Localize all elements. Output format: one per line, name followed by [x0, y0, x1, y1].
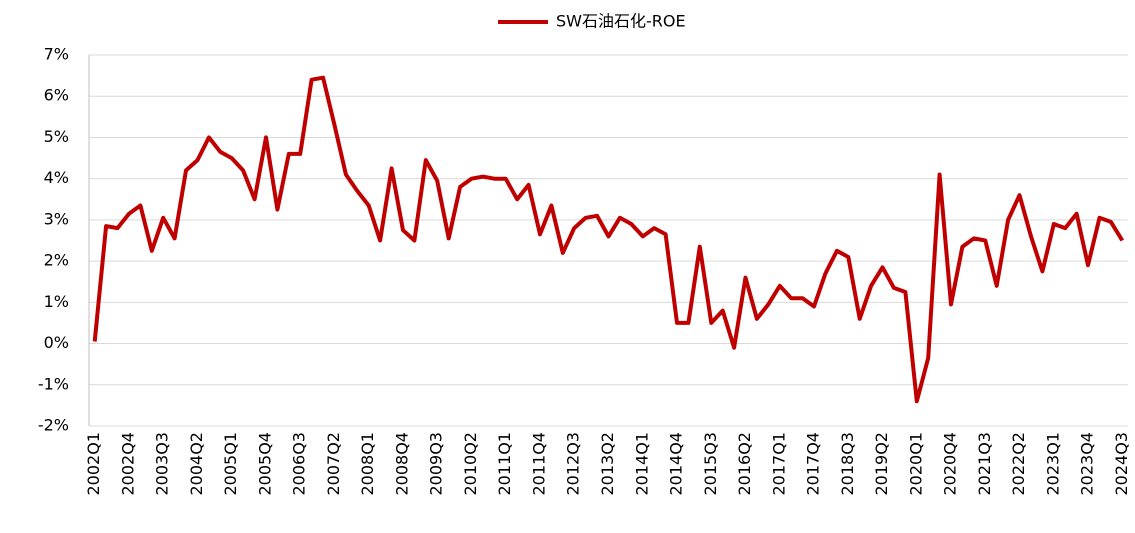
x-tick-label: 2015Q3 [701, 432, 720, 496]
y-tick-label: 6% [44, 86, 69, 105]
y-tick-label: 0% [44, 333, 69, 352]
x-tick-label: 2011Q1 [495, 432, 514, 496]
x-tick-label: 2010Q2 [461, 432, 480, 496]
x-tick-label: 2020Q1 [906, 432, 925, 496]
x-tick-label: 2006Q3 [290, 432, 309, 496]
y-tick-label: -1% [38, 374, 69, 393]
x-tick-label: 2007Q2 [324, 432, 343, 496]
x-tick-label: 2014Q4 [667, 432, 686, 496]
x-tick-label: 2013Q2 [598, 432, 617, 496]
x-tick-label: 2005Q4 [255, 432, 274, 496]
x-tick-label: 2003Q3 [153, 432, 172, 496]
series-line [92, 75, 1125, 404]
y-tick-label: 3% [44, 209, 69, 228]
x-tick-label: 2024Q3 [1112, 432, 1131, 496]
x-tick-label: 2002Q1 [84, 432, 103, 496]
x-tick-label: 2017Q4 [804, 432, 823, 496]
x-tick-label: 2008Q1 [358, 432, 377, 496]
x-tick-label: 2002Q4 [118, 432, 137, 496]
x-tick-label: 2011Q4 [529, 432, 548, 496]
x-tick-label: 2019Q2 [872, 432, 891, 496]
x-tick-label: 2016Q2 [735, 432, 754, 496]
x-tick-label: 2021Q3 [975, 432, 994, 496]
y-tick-label: 7% [44, 45, 69, 64]
x-tick-label: 2009Q3 [427, 432, 446, 496]
x-tick-label: 2005Q1 [221, 432, 240, 496]
x-tick-label: 2012Q3 [564, 432, 583, 496]
x-tick-label: 2023Q1 [1043, 432, 1062, 496]
x-tick-label: 2008Q4 [392, 432, 411, 496]
x-tick-label: 2017Q1 [769, 432, 788, 496]
x-tick-label: 2004Q2 [187, 432, 206, 496]
y-tick-label: -2% [38, 416, 69, 435]
x-tick-label: 2020Q4 [941, 432, 960, 496]
y-tick-label: 5% [44, 127, 69, 146]
x-tick-label: 2014Q1 [632, 432, 651, 496]
y-tick-label: 4% [44, 168, 69, 187]
legend-label: SW石油石化-ROE [556, 12, 686, 31]
x-tick-label: 2023Q4 [1078, 432, 1097, 496]
y-tick-label: 2% [44, 251, 69, 270]
x-tick-label: 2022Q2 [1009, 432, 1028, 496]
x-tick-label: 2018Q3 [838, 432, 857, 496]
y-tick-label: 1% [44, 292, 69, 311]
